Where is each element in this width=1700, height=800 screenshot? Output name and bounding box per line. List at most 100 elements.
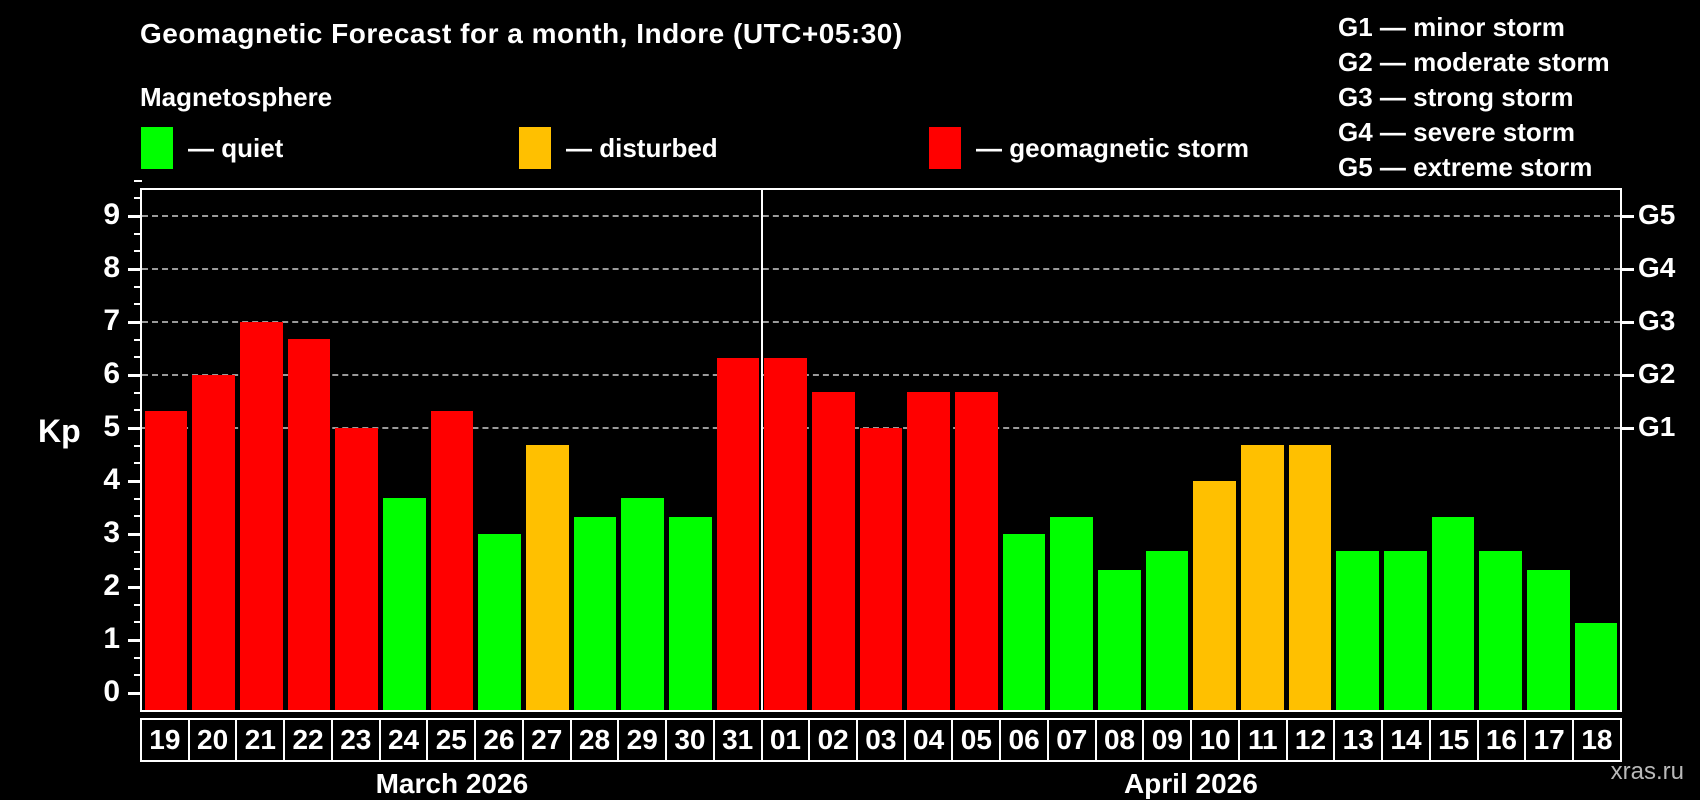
y-minor-tick [134,603,142,606]
kp-bar-24 [382,498,426,710]
day-label-11: 11 [1237,718,1288,762]
y-major-tick [128,533,142,536]
day-label-17: 17 [1524,718,1575,762]
day-label-12: 12 [1285,718,1336,762]
kp-bar-16 [1479,551,1523,710]
kp-bar-20 [192,375,235,710]
kp-bar-02 [811,392,855,710]
legend-item-disturbed: — disturbed [518,126,718,170]
day-label-row: 19 20 21 22 23 24 25 26 27 28 29 30 31 01 02 03 04 05 06 07… [140,718,1622,762]
day-label-20: 20 [187,718,238,762]
kp-bar-26 [478,534,521,710]
kp-bar-25 [430,410,474,710]
right-major-tick [1620,268,1634,271]
kp-bar-19 [144,410,188,710]
right-axis-label-g5: G5 [1638,199,1676,230]
y-minor-tick [134,391,142,394]
g1-legend-line: G1 — minor storm [1338,12,1565,42]
y-axis-title: Kp [38,413,81,450]
kp-bar-10 [1193,481,1237,710]
gridline-kp7 [142,321,1620,323]
kp-bar-14 [1384,551,1427,710]
y-major-tick [128,427,142,430]
y-minor-tick [134,338,142,341]
y-minor-tick [134,462,142,465]
y-major-tick [128,639,142,642]
y-minor-tick [134,621,142,624]
g3-legend-line: G3 — strong storm [1338,82,1574,112]
day-label-03: 03 [856,718,906,762]
kp-bar-15 [1431,516,1475,710]
kp-bar-08 [1098,569,1141,710]
y-minor-tick [134,232,142,235]
y-tick-label-3: 3 [103,516,120,549]
day-label-30: 30 [665,718,715,762]
y-tick-label-8: 8 [103,251,120,284]
kp-bar-23 [335,428,378,710]
month-separator-line [760,190,763,710]
day-label-16: 16 [1476,718,1527,762]
y-tick-label-9: 9 [103,198,120,231]
kp-bar-05 [955,392,998,710]
y-minor-tick [134,515,142,518]
y-tick-label-5: 5 [103,410,120,443]
kp-bar-27 [525,445,569,710]
page-title: Geomagnetic Forecast for a month, Indore… [140,18,903,49]
kp-bar-11 [1241,445,1284,710]
day-label-26: 26 [474,718,524,762]
y-major-tick [128,321,142,324]
y-tick-label-2: 2 [103,569,120,602]
kp-bar-22 [287,339,331,710]
day-label-07: 07 [1046,718,1097,762]
kp-bar-06 [1002,534,1046,710]
day-label-05: 05 [951,718,1002,762]
watermark: xras.ru [1610,758,1684,785]
y-major-tick [128,692,142,695]
disturbed-swatch-icon [518,126,552,170]
g-scale-legend: G1 — minor storm G2 — moderate storm G3 … [1338,10,1610,185]
y-tick-label-7: 7 [103,304,120,337]
gridline-kp6 [142,374,1620,376]
y-minor-tick [134,250,142,253]
day-label-19: 19 [140,718,190,762]
y-tick-label-1: 1 [103,622,120,655]
day-label-23: 23 [330,718,381,762]
y-tick-label-6: 6 [103,357,120,390]
month-label-march: March 2026 [375,768,529,799]
y-minor-tick [134,656,142,659]
day-label-25: 25 [426,718,477,762]
kp-bar-09 [1145,551,1189,710]
day-label-29: 29 [617,718,668,762]
y-minor-tick [134,497,142,500]
y-minor-tick [134,550,142,553]
y-major-tick [128,268,142,271]
right-axis-label-g4: G4 [1638,252,1676,283]
right-major-tick [1620,321,1634,324]
legend-item-quiet: — quiet [140,126,283,170]
day-label-24: 24 [378,718,429,762]
legend-disturbed-label: — disturbed [566,132,718,163]
y-minor-tick [134,179,142,182]
y-minor-tick [134,409,142,412]
day-label-31: 31 [712,718,763,762]
kp-bar-07 [1050,516,1094,710]
y-minor-tick [134,568,142,571]
legend-storm-label: — geomagnetic storm [976,132,1250,163]
day-label-09: 09 [1142,718,1193,762]
y-minor-tick [134,285,142,288]
day-label-08: 08 [1094,718,1145,762]
storm-swatch-icon [928,126,962,170]
kp-bar-30 [668,516,712,710]
kp-bar-03 [859,428,903,710]
day-label-02: 02 [808,718,859,762]
legend-quiet-label: — quiet [188,132,284,163]
kp-bar-28 [573,516,617,710]
kp-bar-21 [239,322,283,710]
day-label-21: 21 [235,718,286,762]
day-label-10: 10 [1190,718,1240,762]
kp-bar-29 [621,498,664,710]
y-major-tick [128,215,142,218]
day-label-18: 18 [1572,718,1622,762]
day-label-14: 14 [1381,718,1431,762]
day-label-01: 01 [760,718,811,762]
